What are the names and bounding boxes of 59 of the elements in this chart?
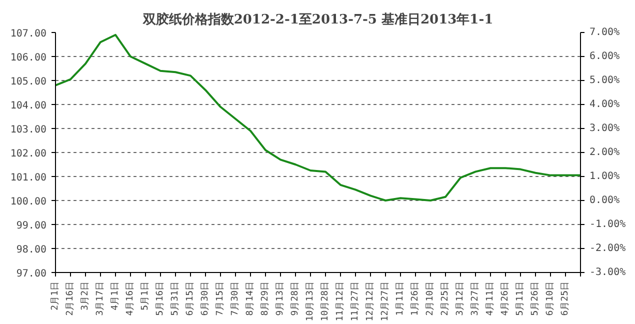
x-tick-label: 9月28日 xyxy=(290,281,300,316)
x-tick-label: 4月26日 xyxy=(500,281,510,316)
y2-tick-label: 6.00% xyxy=(590,51,620,62)
x-tick-label: 1月26日 xyxy=(410,281,420,316)
y2-tick-label: 0.00% xyxy=(590,195,620,206)
x-tick-label: 3月12日 xyxy=(456,281,466,316)
y2-tick-label: 3.00% xyxy=(590,123,620,134)
y-tick-label: 102.00 xyxy=(10,148,46,160)
y-tick-label: 107.00 xyxy=(10,28,46,40)
x-tick-label: 3月17日 xyxy=(96,281,106,316)
x-tick-label: 11月27日 xyxy=(350,281,360,322)
y2-tick-label: -1.00% xyxy=(590,219,626,230)
y-tick-label: 103.00 xyxy=(10,124,46,136)
x-tick-label: 6月25日 xyxy=(560,281,570,316)
y-tick-label: 99.00 xyxy=(16,220,47,232)
x-tick-label: 5月26日 xyxy=(530,281,540,316)
x-tick-label: 5月1日 xyxy=(140,281,150,310)
x-tick-label: 5月31日 xyxy=(170,281,180,316)
x-tick-label: 1月11日 xyxy=(396,281,406,316)
x-tick-label: 7月15日 xyxy=(216,281,226,316)
line-series xyxy=(56,34,580,202)
x-tick-label: 4月11日 xyxy=(486,281,496,316)
x-tick-label: 2月25日 xyxy=(440,281,450,316)
x-tick-label: 5月11日 xyxy=(516,281,526,316)
x-tick-label: 4月16日 xyxy=(126,281,136,316)
x-tick-label: 12月27日 xyxy=(380,281,390,322)
y2-tick-label: 4.00% xyxy=(590,99,620,110)
x-tick-label: 6月10日 xyxy=(546,281,556,316)
y2-tick-label: -3.00% xyxy=(590,267,626,278)
y2-tick-label: -2.00% xyxy=(590,243,626,254)
y2-tick-label: 7.00% xyxy=(590,27,620,38)
x-tick-label: 2月1日 xyxy=(50,281,60,310)
chart-title: 双胶纸价格指数2012-2-1至2013-7-5 基准日2013年1-1 xyxy=(142,12,494,28)
x-tick-label: 11月12日 xyxy=(336,281,346,322)
x-tick-label: 2月16日 xyxy=(66,281,76,316)
x-tick-label: 12月12日 xyxy=(366,281,376,322)
x-tick-label: 3月27日 xyxy=(470,281,480,316)
y-tick-label: 101.00 xyxy=(10,172,46,184)
x-tick-label: 4月1日 xyxy=(110,281,120,310)
x-tick-label: 5月16日 xyxy=(156,281,166,316)
y-tick-label: 100.00 xyxy=(10,196,46,208)
y2-tick-label: 1.00% xyxy=(590,171,620,182)
x-tick-label: 7月30日 xyxy=(230,281,240,316)
y-tick-label: 97.00 xyxy=(16,268,47,280)
x-tick-label: 9月13日 xyxy=(276,281,286,316)
x-tick-label: 10月28日 xyxy=(320,281,330,322)
y-tick-label: 106.00 xyxy=(10,52,46,64)
y2-tick-label: 2.00% xyxy=(590,147,620,158)
x-tick-label: 3月2日 xyxy=(80,281,90,310)
x-tick-label: 10月13日 xyxy=(306,281,316,322)
x-tick-label: 8月14日 xyxy=(246,281,256,316)
x-tick-label: 8月29日 xyxy=(260,281,270,316)
x-tick-label: 6月15日 xyxy=(186,281,196,316)
y-tick-label: 98.00 xyxy=(16,244,47,256)
y-tick-label: 104.00 xyxy=(10,100,46,112)
x-tick-label: 6月30日 xyxy=(200,281,210,316)
y-tick-label: 105.00 xyxy=(10,76,46,88)
y2-tick-label: 5.00% xyxy=(590,75,620,86)
x-tick-label: 2月10日 xyxy=(426,281,436,316)
